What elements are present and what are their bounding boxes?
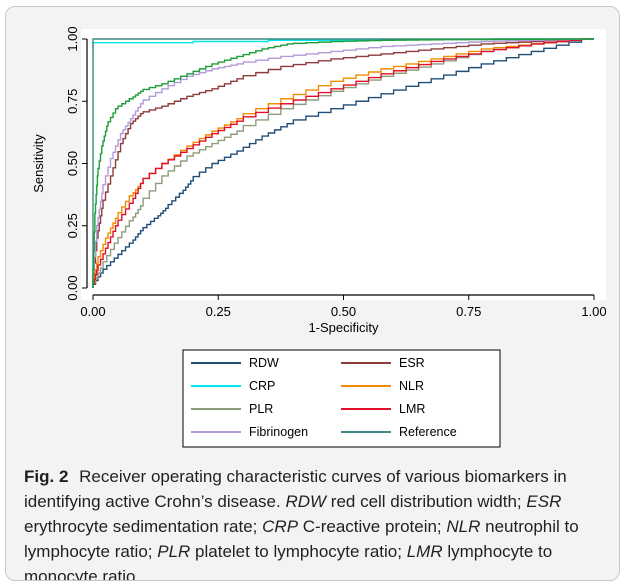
caption-abbr-def: C-reactive protein;: [298, 517, 442, 536]
caption-abbr-def: red cell distribution width;: [326, 492, 522, 511]
legend-label: Reference: [399, 425, 457, 439]
legend-label: LMR: [399, 402, 425, 416]
legend-label: NLR: [399, 379, 424, 393]
roc-curve-esr: [92, 38, 594, 288]
roc-curve-lmr: [92, 38, 594, 288]
x-tick-label: 0.25: [206, 304, 231, 319]
y-tick-label: 1.00: [65, 26, 80, 51]
roc-curve-reference: [92, 38, 594, 288]
caption-abbr-term: CRP: [262, 517, 299, 536]
caption-abbr-def: erythrocyte sedimentation rate;: [24, 517, 258, 536]
y-tick-label: 0.00: [65, 275, 80, 300]
caption-abbr-term: PLR: [157, 542, 191, 561]
y-axis-label: Sensitivity: [31, 134, 46, 193]
legend-label: PLR: [249, 402, 273, 416]
x-tick-label: 1.00: [581, 304, 606, 319]
y-tick-label: 0.25: [65, 213, 80, 238]
chart-legend: RDW ESR CRP NLR PLR LMR Fibrinogen Reference: [182, 349, 501, 448]
x-axis-label: 1-Specificity: [308, 320, 379, 335]
figure-panel: 0.00 0.25 0.50 0.75 1.00 0.00 0.25 0.50 0.75 1.00…: [5, 6, 620, 581]
legend-label: Fibrinogen: [249, 425, 308, 439]
chart-axes: 0.00 0.25 0.50 0.75 1.00 0.00 0.25 0.50 0.75 1.00…: [31, 26, 607, 335]
legend-label: RDW: [249, 356, 279, 370]
caption-abbreviations: RDW red cell distribution width; ESR ery…: [24, 492, 579, 581]
y-tick-label: 0.50: [65, 151, 80, 176]
chart-curves: [92, 38, 594, 288]
plot-area: [81, 29, 606, 300]
caption-fig-label: Fig. 2: [24, 467, 69, 486]
caption-title: Receiver operating characteristic curves…: [24, 467, 567, 511]
y-tick-label: 0.75: [65, 89, 80, 114]
x-tick-label: 0.00: [80, 304, 105, 319]
caption-abbr-def: lymphocyte to monocyte ratio: [24, 542, 553, 581]
x-tick-label: 0.75: [456, 304, 481, 319]
roc-curve-extra-0: [92, 38, 594, 288]
caption-abbr-def: platelet to lymphocyte ratio;: [190, 542, 402, 561]
caption-abbr-def: neutrophil to lymphocyte ratio;: [24, 517, 579, 561]
roc-curve-fibrinogen: [92, 38, 594, 288]
roc-curve-plr: [92, 38, 594, 288]
caption-abbr-term: LMR: [406, 542, 443, 561]
roc-chart: 0.00 0.25 0.50 0.75 1.00 0.00 0.25 0.50 0.75 1.00…: [31, 26, 607, 448]
roc-curve-rdw: [92, 38, 594, 288]
legend-label: ESR: [399, 356, 425, 370]
x-tick-label: 0.50: [331, 304, 356, 319]
caption-abbr-term: NLR: [446, 517, 481, 536]
legend-label: CRP: [249, 379, 275, 393]
caption-abbr-term: ESR: [526, 492, 562, 511]
caption-abbr-term: RDW: [285, 492, 327, 511]
legend-box: [182, 349, 501, 448]
figure-caption: Fig. 2 Receiver operating characteristic…: [24, 464, 619, 581]
